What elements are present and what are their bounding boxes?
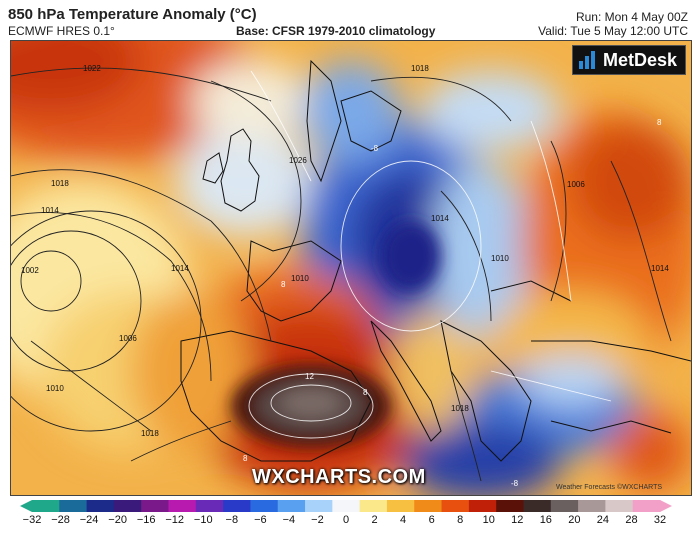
colorbar-swatch bbox=[386, 500, 415, 512]
isobar-label: 1006 bbox=[567, 180, 585, 189]
colorbar-swatch bbox=[59, 500, 88, 512]
colorbar-tick-label: −6 bbox=[254, 514, 267, 526]
colorbar-tick-label: 6 bbox=[428, 514, 435, 526]
colorbar-tick-label: 0 bbox=[342, 514, 350, 526]
colorbar-swatch bbox=[195, 500, 224, 512]
isobar-label: 1010 bbox=[46, 384, 64, 393]
anomaly-map: 1022 1018 1014 1010 1006 1002 1018 1014 … bbox=[10, 40, 692, 496]
logo-text: MetDesk bbox=[603, 49, 678, 70]
colorbar-swatch bbox=[496, 500, 524, 512]
anomaly-label: 8 bbox=[281, 280, 286, 289]
colorbar-tick-label: −8 bbox=[225, 514, 239, 526]
valid-time: Valid: Tue 5 May 12:00 UTC bbox=[538, 24, 688, 38]
colorbar-tick-label: −10 bbox=[193, 514, 213, 526]
colorbar-tick-label: −32 bbox=[22, 514, 42, 526]
colorbar-swatch bbox=[605, 500, 634, 512]
anomaly-label: 8 bbox=[243, 454, 248, 463]
colorbar-tick-label: 8 bbox=[457, 514, 464, 526]
colorbar-swatch bbox=[523, 500, 552, 512]
isobar-label: 1018 bbox=[411, 64, 429, 73]
colorbar-swatch bbox=[414, 500, 443, 512]
isobar-label: 1022 bbox=[83, 64, 101, 73]
isobar-label: 1018 bbox=[51, 179, 69, 188]
isobar-label: 1018 bbox=[451, 404, 469, 413]
colorbar-swatch bbox=[359, 500, 388, 512]
colorbar-swatch bbox=[468, 500, 497, 512]
colorbar-swatch bbox=[550, 500, 579, 512]
isobar-label: 1010 bbox=[291, 274, 309, 283]
watermark: WXCHARTS.COM bbox=[252, 466, 426, 488]
isobar-label: 1010 bbox=[491, 254, 509, 263]
colorbar-tick-label: −4 bbox=[282, 514, 296, 526]
header: 850 hPa Temperature Anomaly (°C) ECMWF H… bbox=[0, 0, 700, 40]
model-label: ECMWF HRES 0.1° bbox=[8, 24, 115, 38]
map-canvas: 1022 1018 1014 1010 1006 1002 1018 1014 … bbox=[11, 41, 691, 495]
base-climatology-label: Base: CFSR 1979-2010 climatology bbox=[236, 24, 436, 38]
colorbar-tick-label: 16 bbox=[539, 514, 552, 526]
colorbar: −32 −28 −24 −20 −16 −12 −10 −8 −6 −4 −2 0 2 4 6 8 10 12 16… bbox=[10, 498, 690, 536]
anomaly-label: 8 bbox=[363, 388, 368, 397]
colorbar-tick-label: −2 bbox=[311, 514, 324, 526]
colorbar-tick-label: −20 bbox=[108, 514, 127, 526]
colorbar-swatch bbox=[277, 500, 306, 512]
anomaly-label: 12 bbox=[305, 372, 314, 381]
colorbar-swatch bbox=[578, 500, 606, 512]
colorbar-tick-label: −28 bbox=[51, 514, 70, 526]
isobar-label: 1006 bbox=[119, 334, 137, 343]
colorbar-tick-label: 4 bbox=[400, 514, 407, 526]
credit-text: Weather Forecasts ©WXCHARTS bbox=[556, 484, 663, 491]
isobar-label-group: 1022 1018 1014 1010 1006 1002 1018 1014 … bbox=[21, 64, 669, 438]
colorbar-tick-label: −12 bbox=[165, 514, 185, 526]
anomaly-contours bbox=[248, 70, 612, 439]
colorbar-tick-label: 12 bbox=[511, 514, 524, 526]
colorbar-left-arrow bbox=[20, 500, 32, 512]
isobar-label: 1014 bbox=[41, 206, 59, 215]
colorbar-right-arrow bbox=[660, 500, 672, 512]
anomaly-label: 8 bbox=[657, 118, 662, 127]
colorbar-tick-label: 2 bbox=[371, 514, 378, 526]
colorbar-swatch bbox=[441, 500, 470, 512]
colorbar-swatch bbox=[223, 500, 251, 512]
colorbar-strip bbox=[20, 500, 672, 512]
isobar-label: 1014 bbox=[171, 264, 189, 273]
colorbar-swatch bbox=[632, 500, 661, 512]
chart-title: 850 hPa Temperature Anomaly (°C) bbox=[8, 6, 257, 23]
anomaly-label: -8 bbox=[371, 144, 379, 153]
anomaly-label: -8 bbox=[511, 479, 519, 488]
colorbar-swatch bbox=[86, 500, 115, 512]
colorbar-tick-label: 32 bbox=[653, 514, 667, 526]
isobar-label: 1002 bbox=[21, 266, 39, 275]
run-time: Run: Mon 4 May 00Z bbox=[575, 10, 688, 24]
metdesk-logo: MetDesk bbox=[572, 45, 686, 75]
isobar-label: 1026 bbox=[289, 156, 307, 165]
colorbar-tick-label: 10 bbox=[482, 514, 495, 526]
colorbar-swatch bbox=[32, 500, 60, 512]
metdesk-mark-icon bbox=[579, 51, 595, 69]
colorbar-swatch bbox=[332, 500, 361, 512]
anomaly-label-group: 12 8 8 8 8 -8 -8 bbox=[243, 118, 662, 488]
colorbar-swatch bbox=[168, 500, 197, 512]
colorbar-tick-label: −24 bbox=[79, 514, 99, 526]
isobar-label: 1014 bbox=[651, 264, 669, 273]
colorbar-tick-label: 28 bbox=[625, 514, 638, 526]
isobar-label: 1018 bbox=[141, 429, 159, 438]
colorbar-tick-label: 24 bbox=[596, 514, 610, 526]
colorbar-swatch bbox=[305, 500, 333, 512]
colorbar-swatch bbox=[113, 500, 142, 512]
colorbar-tick-label: −16 bbox=[136, 514, 156, 526]
colorbar-swatch bbox=[250, 500, 279, 512]
isobar-label: 1014 bbox=[431, 214, 449, 223]
colorbar-swatch bbox=[141, 500, 170, 512]
isobars bbox=[11, 67, 672, 482]
colorbar-tick-label: 20 bbox=[568, 514, 581, 526]
